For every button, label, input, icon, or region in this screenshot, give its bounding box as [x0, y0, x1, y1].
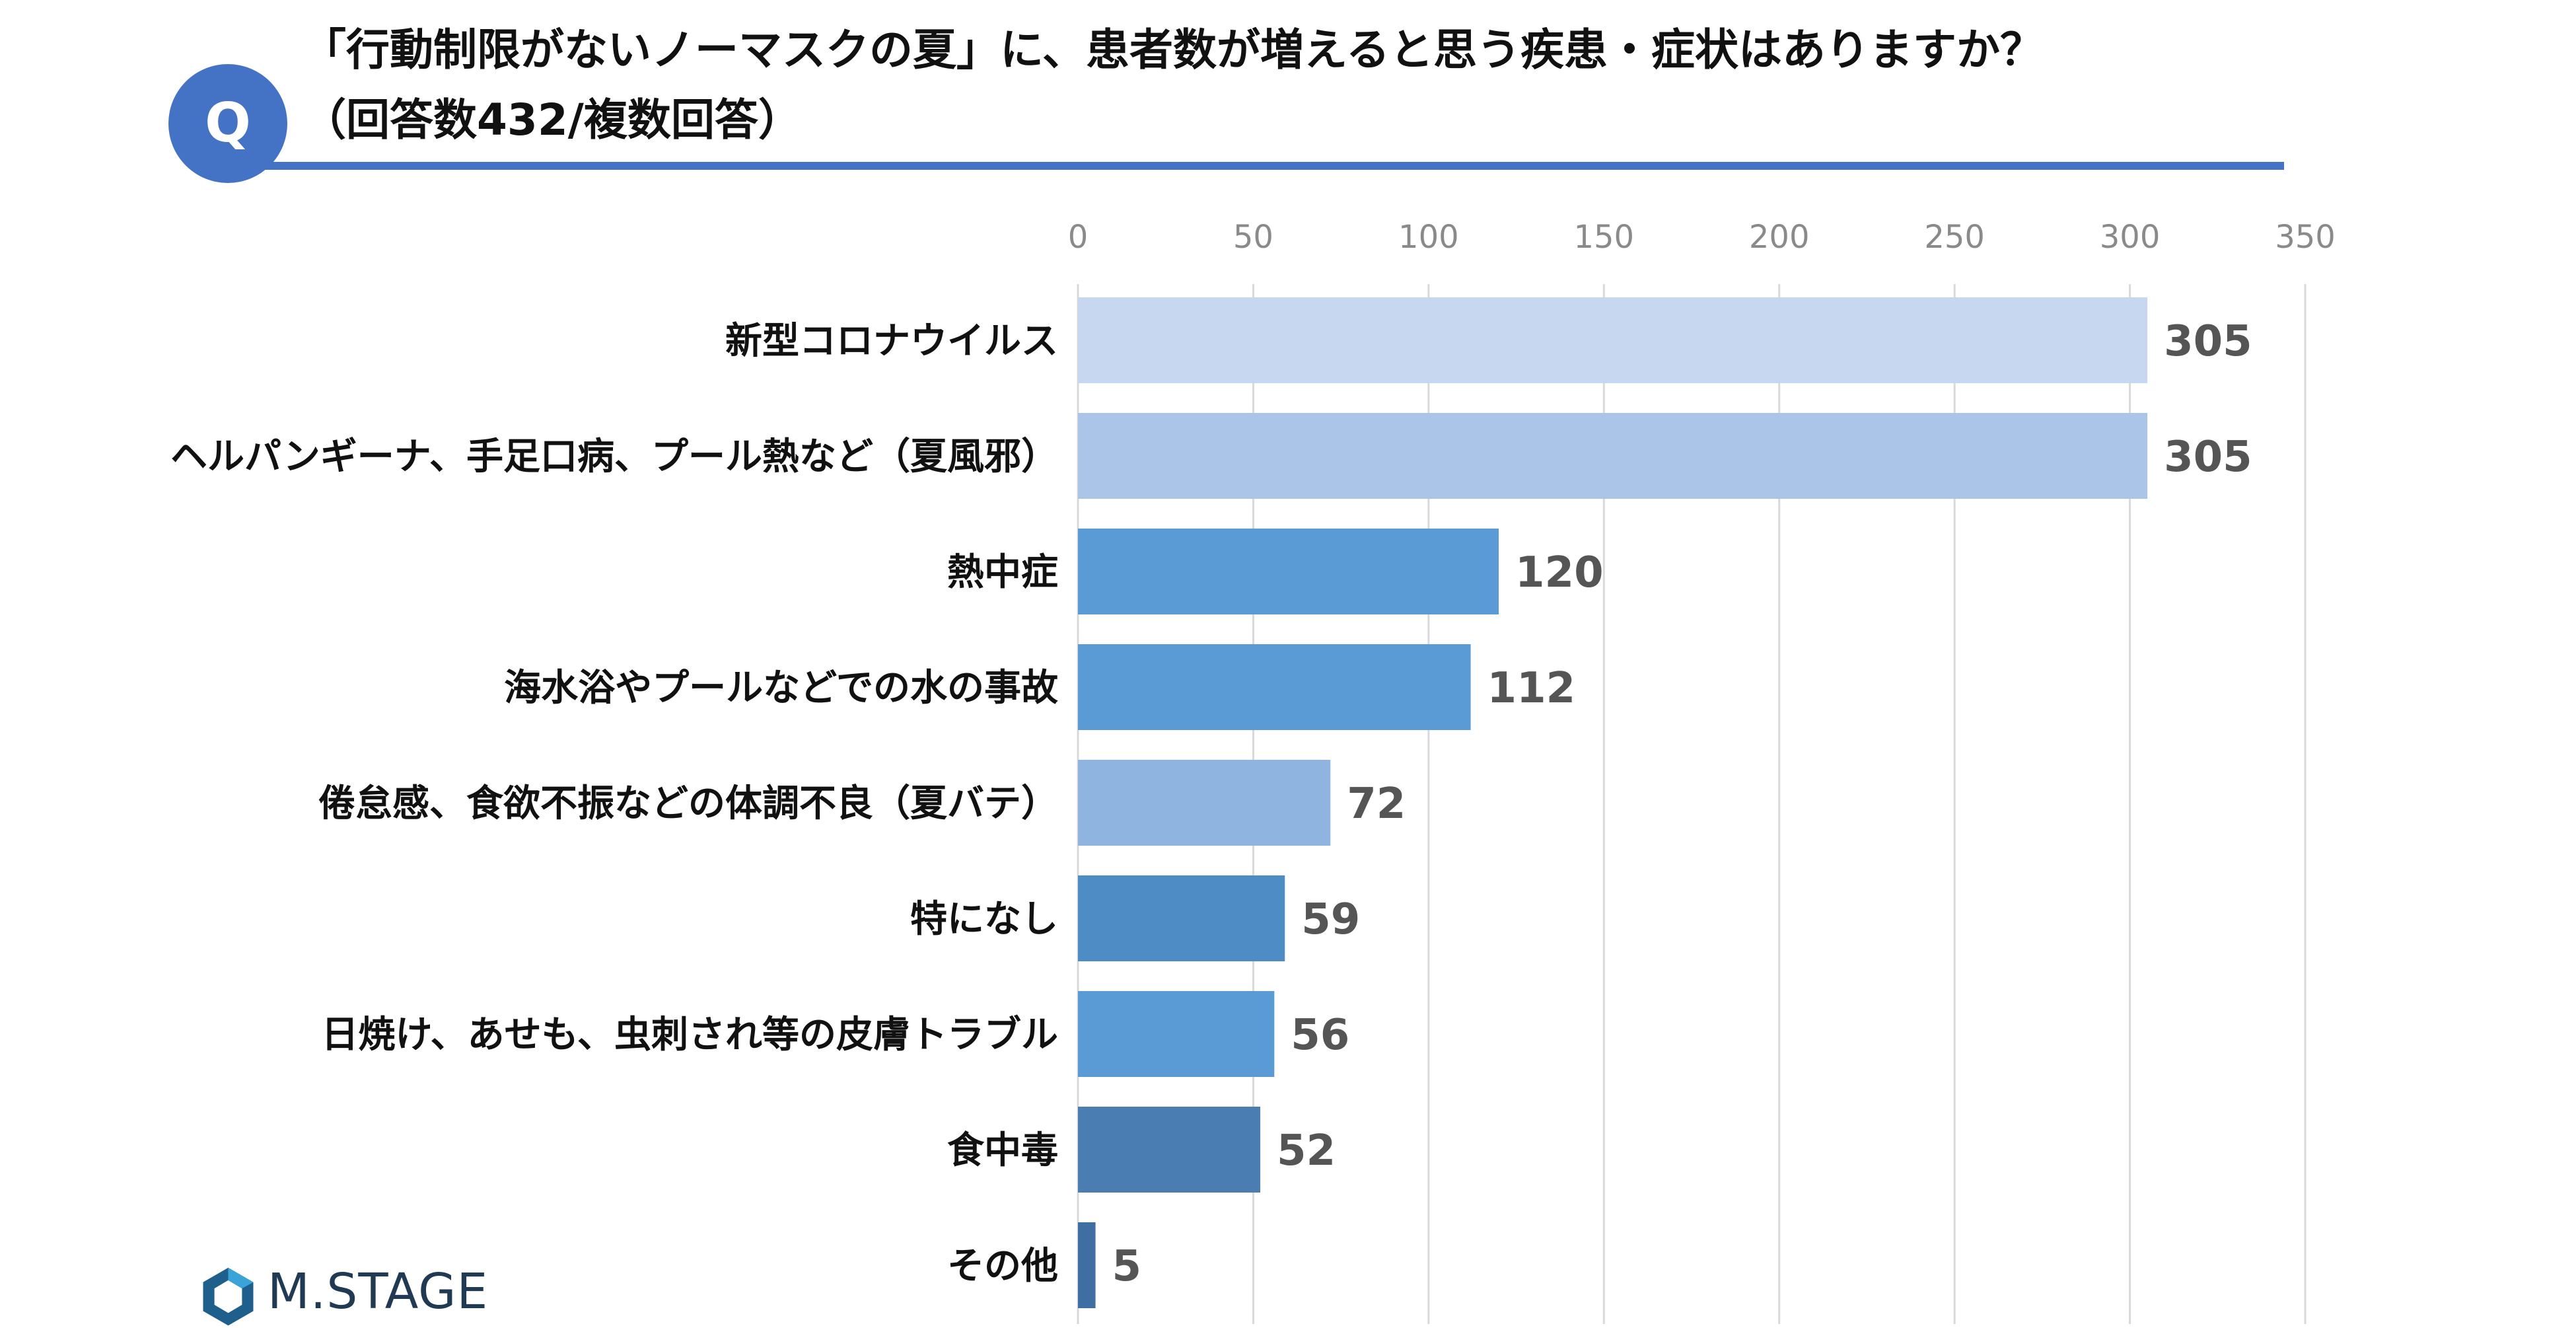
- x-tick-label-4: 200: [1749, 219, 1810, 256]
- bar-3: [1078, 644, 1471, 730]
- x-tick-label-6: 300: [2100, 219, 2161, 256]
- bar-7: [1078, 1107, 1261, 1193]
- bar-4: [1078, 760, 1331, 846]
- x-tick-label-1: 50: [1233, 219, 1273, 256]
- bar-8: [1078, 1222, 1096, 1308]
- bar-6: [1078, 991, 1275, 1077]
- x-tick-label-0: 0: [1068, 219, 1089, 256]
- x-tick-label-5: 250: [1924, 219, 1985, 256]
- category-label-0: 新型コロナウイルス: [725, 320, 1058, 363]
- bar-2: [1078, 529, 1499, 614]
- value-label-4: 72: [1347, 780, 1406, 829]
- title-underline: [251, 162, 2284, 170]
- value-label-3: 112: [1487, 664, 1576, 713]
- category-label-3: 海水浴やプールなどでの水の事故: [504, 667, 1058, 710]
- value-label-2: 120: [1515, 548, 1604, 597]
- value-label-0: 305: [2164, 317, 2252, 366]
- x-tick-label-7: 350: [2275, 219, 2336, 256]
- chart-title: 「行動制限がないノーマスクの夏」に、患者数が増えると思う疾患・症状はありますか？: [303, 24, 2044, 75]
- value-label-1: 305: [2164, 433, 2252, 482]
- x-tick-label-3: 150: [1573, 219, 1634, 256]
- bar-5: [1078, 875, 1285, 961]
- brand-name: M.STAGE: [268, 1263, 489, 1320]
- chart-subtitle: （回答数432/複数回答）: [303, 94, 802, 145]
- category-label-7: 食中毒: [947, 1129, 1058, 1172]
- bars: [1078, 297, 2148, 1308]
- value-label-6: 56: [1291, 1011, 1349, 1060]
- category-label-6: 日焼け、あせも、虫刺され等の皮膚トラブル: [321, 1014, 1058, 1056]
- category-label-4: 倦怠感、食欲不振などの体調不良（夏バテ）: [318, 782, 1058, 825]
- category-label-5: 特になし: [910, 898, 1058, 941]
- question-badge: Q: [168, 64, 287, 183]
- category-label-2: 熱中症: [947, 551, 1058, 594]
- value-labels: 305 305 120 112 72 59 56 52 5: [1112, 317, 2252, 1291]
- value-label-8: 5: [1112, 1242, 1142, 1291]
- brand-logo-icon: [203, 1267, 254, 1326]
- bar-1: [1078, 413, 2148, 499]
- category-label-8: その他: [947, 1245, 1058, 1288]
- x-tick-label-2: 100: [1398, 219, 1459, 256]
- value-label-5: 59: [1301, 895, 1360, 944]
- bar-0: [1078, 297, 2148, 383]
- category-label-1: ヘルパンギーナ、手足口病、プール熱など（夏風邪）: [170, 435, 1058, 478]
- x-axis-ticks: 0 50 100 150 200 250 300 350: [1068, 219, 2336, 256]
- value-label-7: 52: [1277, 1126, 1336, 1175]
